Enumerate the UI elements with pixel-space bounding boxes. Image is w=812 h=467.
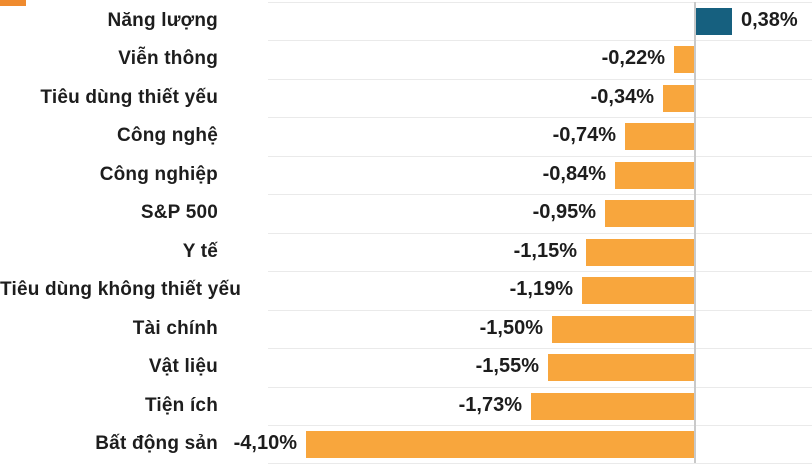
gridline — [268, 233, 812, 234]
chart-row: Viễn thông -0,22% — [0, 40, 812, 78]
value-label: -1,19% — [509, 278, 573, 300]
zero-axis-line — [694, 2, 696, 463]
gridline — [268, 194, 812, 195]
category-label: S&P 500 — [140, 202, 218, 223]
chart-row: S&P 500 -0,95% — [0, 194, 812, 232]
chart-row: Vật liệu -1,55% — [0, 348, 812, 386]
gridline — [268, 387, 812, 388]
chart-row: Công nghiệp -0,84% — [0, 156, 812, 194]
chart-row: Tài chính -1,50% — [0, 310, 812, 348]
bar-negative — [306, 431, 695, 458]
category-label: Tiêu dùng thiết yếu — [40, 87, 218, 108]
bar-negative — [663, 85, 695, 112]
value-label: -1,73% — [458, 394, 522, 416]
gridline — [268, 79, 812, 80]
bar-positive — [696, 8, 732, 35]
bar-negative — [605, 200, 695, 227]
value-label: -1,15% — [513, 240, 577, 262]
category-label: Năng lượng — [107, 10, 218, 31]
category-label: Tiêu dùng không thiết yếu — [0, 279, 242, 300]
gridline — [268, 425, 812, 426]
bar-negative — [582, 277, 695, 304]
category-label: Vật liệu — [148, 356, 218, 377]
chart-row: Năng lượng 0,38% — [0, 2, 812, 40]
gridline — [268, 348, 812, 349]
value-label: 0,38% — [741, 9, 798, 31]
category-label: Viễn thông — [118, 48, 218, 69]
chart-row: Bất động sản -4,10% — [0, 425, 812, 463]
gridline — [268, 40, 812, 41]
gridline — [268, 117, 812, 118]
chart-row: Tiêu dùng không thiết yếu -1,19% — [0, 271, 812, 309]
value-label: -1,55% — [475, 355, 539, 377]
value-label: -0,95% — [532, 201, 596, 223]
bar-negative — [548, 354, 695, 381]
value-label: -0,22% — [601, 47, 665, 69]
chart-row: Y tế -1,15% — [0, 233, 812, 271]
category-label: Công nghệ — [116, 125, 218, 146]
legend-swatch — [0, 0, 26, 6]
category-label: Tiện ích — [144, 395, 218, 416]
gridline — [268, 156, 812, 157]
gridline — [268, 310, 812, 311]
category-label: Bất động sản — [95, 433, 218, 454]
bar-negative — [586, 239, 695, 266]
chart-row: Công nghệ -0,74% — [0, 117, 812, 155]
category-label: Công nghiệp — [99, 164, 218, 185]
bar-negative — [674, 46, 695, 73]
bar-negative — [552, 316, 695, 343]
value-label: -0,84% — [542, 163, 606, 185]
value-label: -0,74% — [552, 124, 616, 146]
bar-negative — [531, 393, 695, 420]
chart-row: Tiêu dùng thiết yếu -0,34% — [0, 79, 812, 117]
category-label: Y tế — [182, 241, 218, 262]
value-label: -4,10% — [233, 432, 297, 454]
gridline — [268, 271, 812, 272]
bar-negative — [625, 123, 695, 150]
bar-negative — [615, 162, 695, 189]
gridline — [268, 463, 812, 464]
value-label: -1,50% — [479, 317, 543, 339]
value-label: -0,34% — [590, 86, 654, 108]
category-label: Tài chính — [132, 318, 218, 339]
gridline — [268, 2, 812, 3]
chart-row: Tiện ích -1,73% — [0, 387, 812, 425]
